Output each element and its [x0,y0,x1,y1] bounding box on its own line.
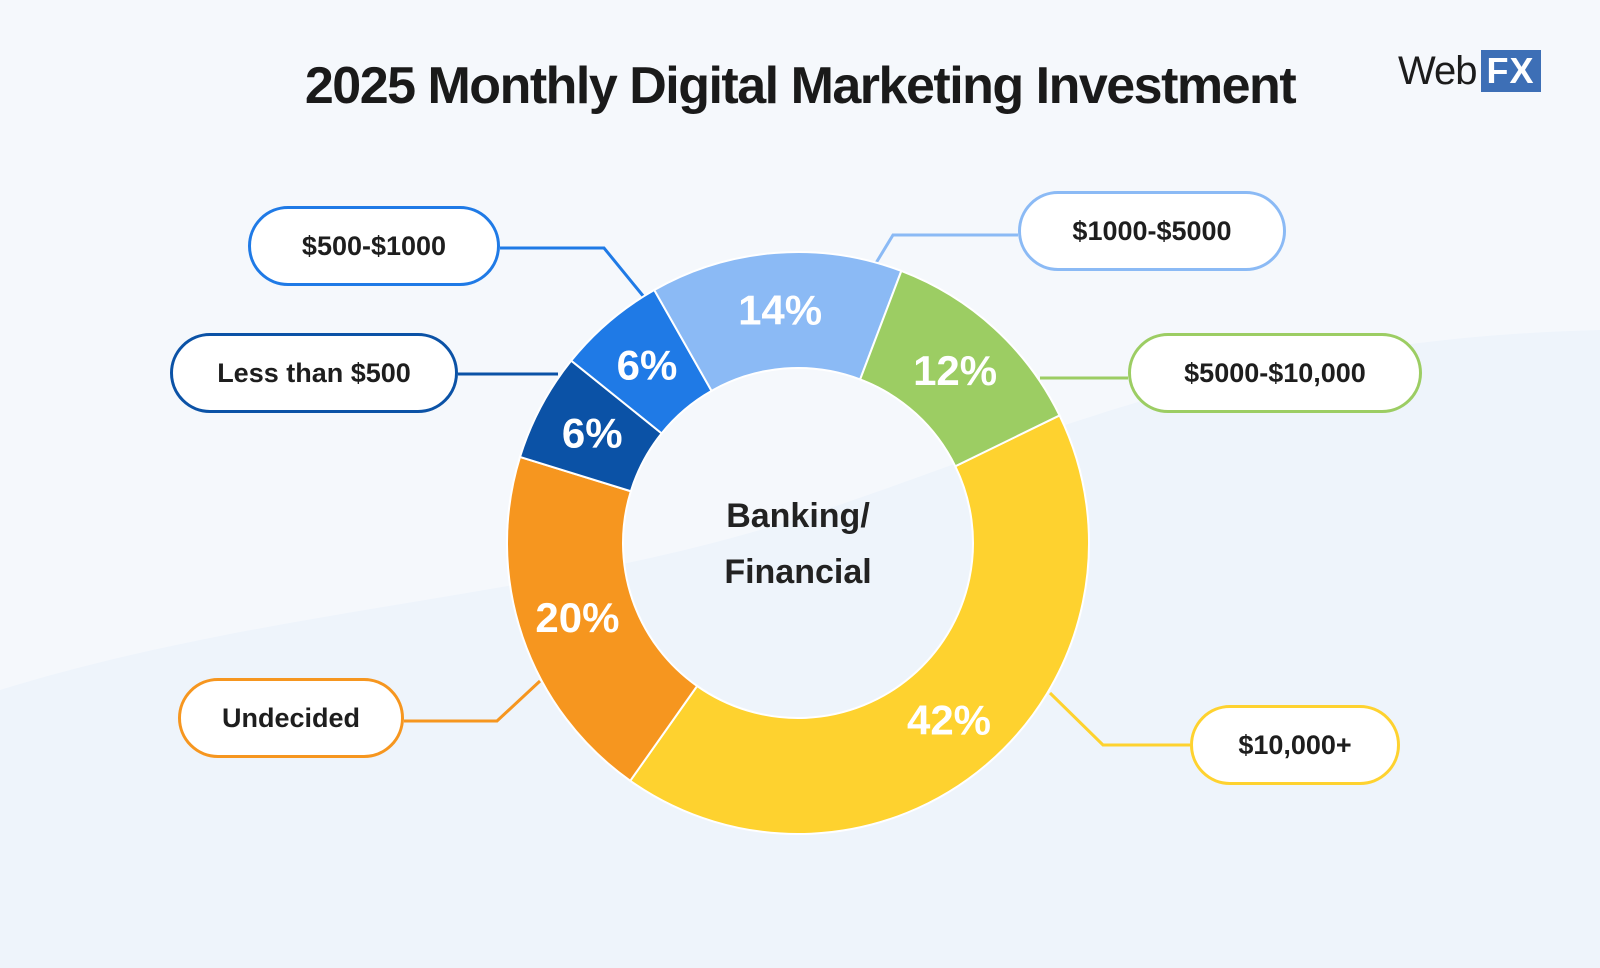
logo-text: Web [1398,49,1478,93]
donut-center-label: Banking/ Financial [658,488,938,600]
chart-title: 2025 Monthly Digital Marketing Investmen… [304,57,1297,115]
callout-leader-line [404,679,542,723]
donut-slices [506,251,1090,835]
callout-leader-line [1048,691,1190,747]
callout-label: $1000-$5000 [1018,191,1286,271]
percent-label: 6% [562,410,623,457]
percent-label: 20% [535,594,619,641]
callout-label: $10,000+ [1190,705,1400,785]
percent-label: 6% [617,342,678,389]
callout-label: $5000-$10,000 [1128,333,1422,413]
percent-label: 42% [907,696,991,743]
logo-badge: FX [1480,50,1541,92]
callout-label: Less than $500 [170,333,458,413]
donut-slice [628,414,1090,835]
webfx-logo: Web FX [1398,50,1541,92]
percent-label: 14% [738,287,822,334]
callout-label: Undecided [178,678,404,758]
center-label-line-1: Banking/ [726,497,870,535]
donut-slice [506,455,699,783]
callout-leader-line [874,233,1018,264]
center-label-line-2: Financial [724,553,872,591]
callout-label: $500-$1000 [248,206,500,286]
donut-slice [652,251,903,393]
donut-slice [858,269,1061,468]
callout-leader-line [500,246,646,298]
percent-labels: 42% 20% 6% 6% 14% 12% [535,287,997,744]
percent-label: 12% [913,347,997,394]
callout-leaders [404,233,1190,747]
